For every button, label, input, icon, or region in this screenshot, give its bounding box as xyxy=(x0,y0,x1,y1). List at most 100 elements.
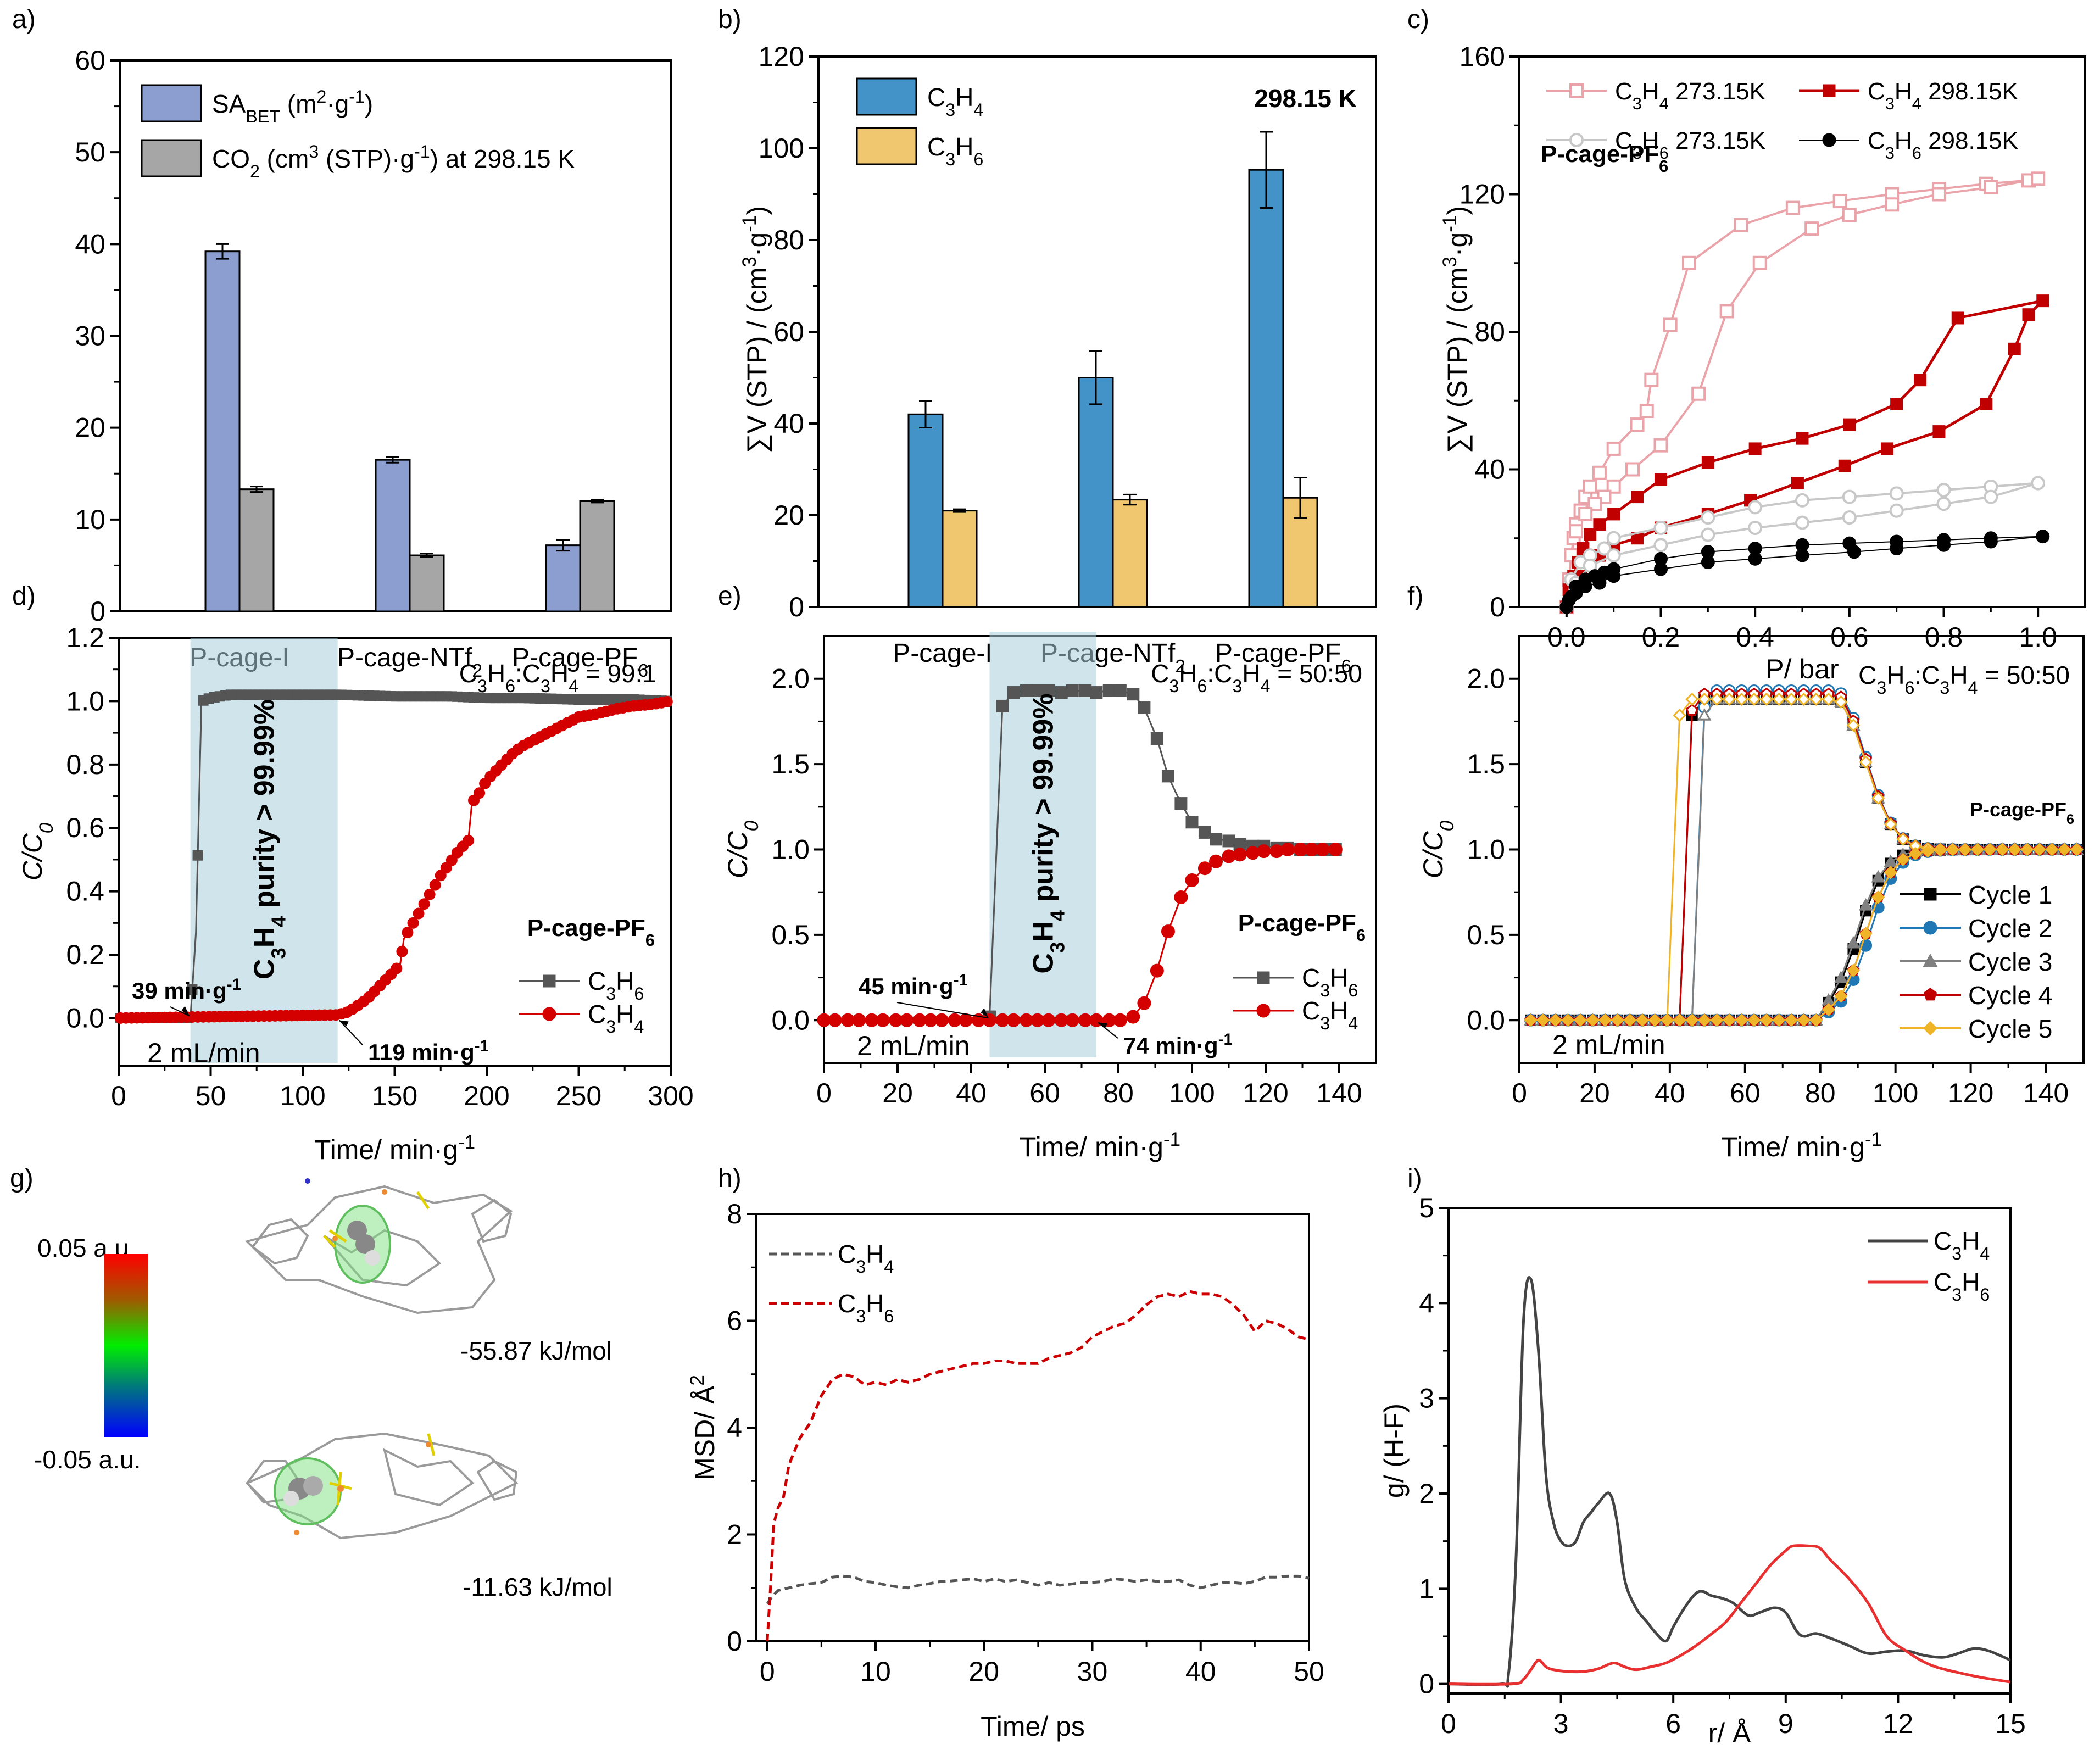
c3h4-point xyxy=(1524,1013,1538,1027)
legend-label: CO2 (cm3 (STP)·g-1) at 298.15 K xyxy=(212,142,575,181)
purity-annotation: C3H4 purity > 99.99% xyxy=(249,699,290,979)
energy-top-label: -55.87 kJ/mol xyxy=(460,1336,612,1365)
c3h4-point xyxy=(1871,890,1885,904)
c3h6-point xyxy=(1772,692,1786,706)
y-tick-label: 3 xyxy=(1419,1383,1434,1414)
data-point xyxy=(396,945,408,957)
cycle-series-5 xyxy=(1524,692,2084,1027)
data-point xyxy=(1936,497,1951,511)
bar xyxy=(1112,499,1148,608)
data-point xyxy=(1653,538,1668,553)
data-point xyxy=(1625,462,1640,477)
data-point xyxy=(1644,372,1659,387)
chart-d: 0.0 0.2 0.4 0.6 0.8 1.0 1.2 0 50 100 150 200 250 300 T… xyxy=(17,622,694,1165)
data-point xyxy=(1951,311,1964,325)
y-axis-label: g/ (H-F) xyxy=(1379,1403,1410,1498)
c3h4-point xyxy=(1772,1013,1786,1027)
sample-annotation: P-cage-PF6 xyxy=(1541,141,1668,176)
bar xyxy=(204,250,241,612)
y-tick-label: 2.0 xyxy=(771,664,810,694)
molecule-bottom-icon xyxy=(245,1432,519,1540)
c3h4-point xyxy=(1834,971,1848,983)
c3h4-point xyxy=(1536,1013,1550,1027)
data-point xyxy=(1734,218,1748,232)
c3h4-point xyxy=(1561,1013,1575,1027)
sample-annotation: P-cage-PF6 xyxy=(1970,798,2074,827)
y-tick-label: 1.0 xyxy=(771,834,810,865)
x-tick-label: 9 xyxy=(1778,1708,1793,1739)
data-point xyxy=(1587,497,1602,511)
y-tick-label: 0.4 xyxy=(66,876,104,907)
legend-label: C3H4 xyxy=(588,1000,644,1037)
data-point xyxy=(1090,686,1103,699)
data-point xyxy=(1843,418,1856,431)
y-tick-label: 0.8 xyxy=(66,749,104,780)
data-point xyxy=(1007,686,1020,699)
data-point xyxy=(1796,432,1809,445)
colorbar-min-label: -0.05 a.u. xyxy=(34,1445,141,1474)
temperature-annotation: 298.15 K xyxy=(1254,84,1357,113)
c3h4-point xyxy=(2057,843,2071,856)
y-tick-label: 1.2 xyxy=(66,622,104,653)
purity-annotation: C3H4 purity > 99.99% xyxy=(1028,693,1069,973)
data-point xyxy=(1126,1010,1140,1024)
y-tick-label: 0.5 xyxy=(771,920,810,950)
c3h6-point xyxy=(1834,695,1848,709)
panel-label-d: d) xyxy=(12,582,36,611)
data-point xyxy=(1931,187,1946,202)
data-point xyxy=(1752,255,1767,270)
legend-marker xyxy=(1923,953,1938,967)
c3h4-point xyxy=(1548,1013,1562,1027)
c3h4-point xyxy=(1735,1013,1748,1027)
y-tick-label: 30 xyxy=(75,321,105,352)
data-point xyxy=(1701,456,1714,469)
data-point xyxy=(413,907,425,920)
data-point xyxy=(1980,398,1993,411)
data-point xyxy=(418,898,430,910)
legend-marker xyxy=(1256,1004,1271,1018)
data-point xyxy=(1881,442,1893,455)
legend-label: C3H4 xyxy=(838,1240,894,1277)
legend-swatch xyxy=(141,84,202,122)
data-point xyxy=(2036,530,2050,544)
legend-marker xyxy=(1257,971,1270,984)
data-point xyxy=(1569,524,1583,539)
y-tick-label: 1.0 xyxy=(66,686,104,716)
data-point xyxy=(1932,425,1946,438)
arrow-t1 xyxy=(170,1006,190,1017)
data-point xyxy=(1631,491,1644,504)
legend-marker xyxy=(1923,921,1937,935)
c3h4-point xyxy=(1846,935,1861,949)
y-tick-label: 8 xyxy=(727,1199,742,1229)
data-point xyxy=(1889,503,1904,518)
bar xyxy=(907,413,944,608)
y-tick-label: 2.0 xyxy=(1467,664,1505,694)
data-point xyxy=(1701,555,1715,570)
x-tick-label: 0 xyxy=(1441,1708,1456,1739)
x-tick-label: 0 xyxy=(816,1078,832,1108)
x-tick-label: 140 xyxy=(1316,1078,1362,1108)
data-point xyxy=(1795,548,1809,562)
ratio-annotation: C3H6:C3H4 = 50:50 xyxy=(1151,659,1362,696)
data-point xyxy=(435,870,447,882)
c3h4-point xyxy=(1859,927,1873,940)
data-point xyxy=(1150,732,1163,745)
x-tick-label: 40 xyxy=(1185,1656,1216,1687)
data-point xyxy=(463,834,474,846)
x-tick-label: 15 xyxy=(1995,1708,2026,1739)
legend-marker xyxy=(1822,133,1836,147)
x-tick-label: 300 xyxy=(648,1080,693,1111)
category-label: P-cage-NTf2 xyxy=(337,643,482,681)
data-point xyxy=(1150,963,1164,978)
data-point xyxy=(1885,197,1900,212)
data-point xyxy=(1936,483,1951,498)
flow-rate-annotation: 2 mL/min xyxy=(1552,1029,1665,1060)
data-point xyxy=(1174,797,1188,810)
c3h6-point xyxy=(1697,708,1712,721)
sample-annotation: P-cage-PF6 xyxy=(527,915,655,950)
data-point xyxy=(1606,441,1621,456)
data-point xyxy=(2022,308,2035,321)
data-point xyxy=(1592,576,1607,590)
data-point xyxy=(1795,515,1809,530)
legend-swatch xyxy=(141,139,202,177)
